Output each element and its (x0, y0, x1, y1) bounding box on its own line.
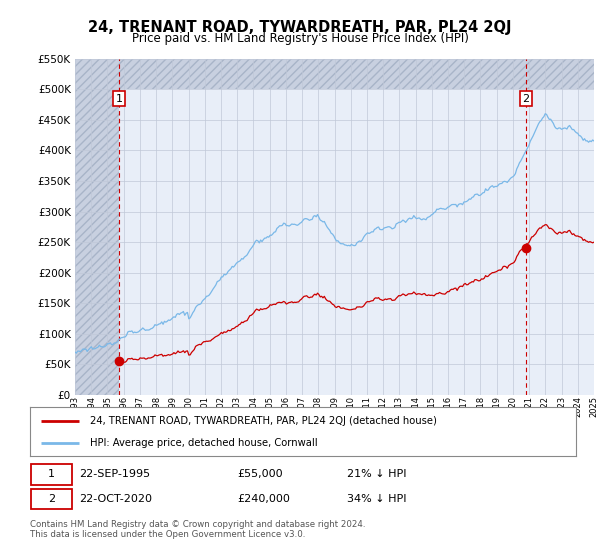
FancyBboxPatch shape (31, 464, 72, 484)
Text: £55,000: £55,000 (238, 469, 283, 479)
Text: 2: 2 (48, 494, 55, 504)
Text: 24, TRENANT ROAD, TYWARDREATH, PAR, PL24 2QJ: 24, TRENANT ROAD, TYWARDREATH, PAR, PL24… (88, 20, 512, 35)
Text: 2: 2 (523, 94, 529, 104)
Text: £240,000: £240,000 (238, 494, 290, 504)
Text: 1: 1 (116, 94, 122, 104)
Text: 22-SEP-1995: 22-SEP-1995 (79, 469, 150, 479)
Text: 34% ↓ HPI: 34% ↓ HPI (347, 494, 406, 504)
Text: HPI: Average price, detached house, Cornwall: HPI: Average price, detached house, Corn… (90, 437, 317, 447)
FancyBboxPatch shape (31, 489, 72, 509)
Text: 21% ↓ HPI: 21% ↓ HPI (347, 469, 406, 479)
Bar (75, 59, 119, 395)
Text: Contains HM Land Registry data © Crown copyright and database right 2024.
This d: Contains HM Land Registry data © Crown c… (30, 520, 365, 539)
Text: 22-OCT-2020: 22-OCT-2020 (79, 494, 152, 504)
Text: Price paid vs. HM Land Registry's House Price Index (HPI): Price paid vs. HM Land Registry's House … (131, 32, 469, 45)
Text: 1: 1 (48, 469, 55, 479)
Text: 24, TRENANT ROAD, TYWARDREATH, PAR, PL24 2QJ (detached house): 24, TRENANT ROAD, TYWARDREATH, PAR, PL24… (90, 416, 437, 426)
Bar (75, 59, 594, 90)
